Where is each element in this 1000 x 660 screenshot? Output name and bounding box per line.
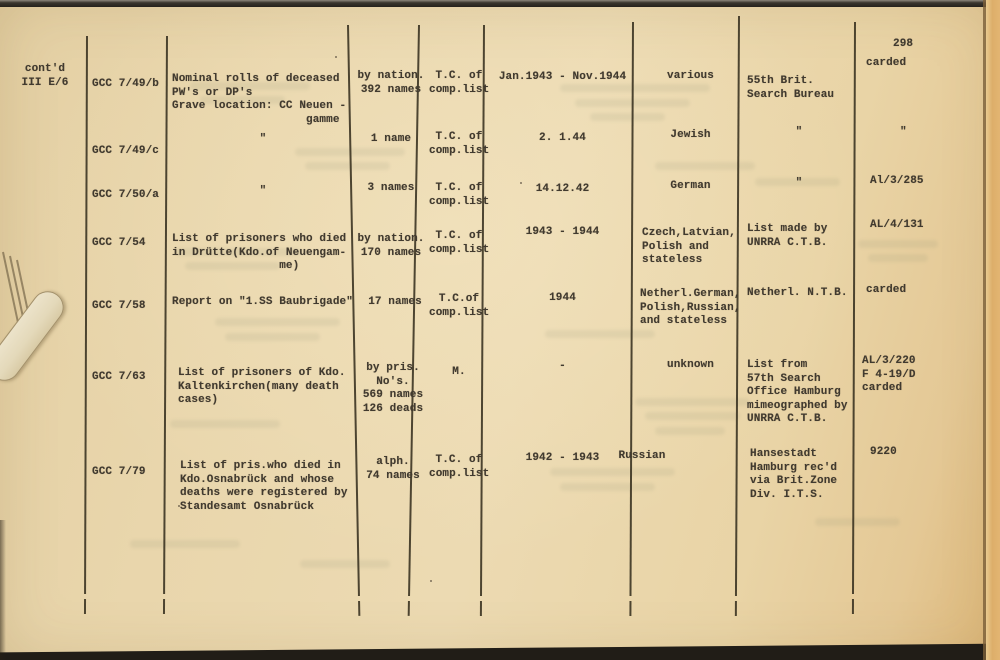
remarks-cell: " <box>795 177 803 189</box>
ref-cell: GCC 7/63 <box>92 371 146 383</box>
bleedthrough-smudge <box>858 240 938 248</box>
page-number: 298 <box>893 38 914 50</box>
date-cell: Jan.1943 - Nov.1944 <box>498 71 627 83</box>
bookmark-tab <box>0 284 71 388</box>
description-cell: List of prisoners of Kdo. Kaltenkirchen(… <box>178 367 346 407</box>
ref-cell: GCC 7/58 <box>92 300 146 312</box>
description-cell: Nominal rolls of deceased PW's or DP's G… <box>172 73 347 126</box>
ref-cell: GCC 7/79 <box>92 466 146 478</box>
scan-edge-bottom <box>0 643 1000 660</box>
remarks-cell: 55th Brit. Search Bureau <box>747 75 835 101</box>
date-cell: 14.12.42 <box>535 183 590 195</box>
names-cell: by nation. 392 names <box>357 70 425 96</box>
table-column-line <box>629 21 634 616</box>
names-cell: alph. 74 names <box>366 456 420 482</box>
list-type-cell: T.C.of comp.list <box>429 293 490 319</box>
filing-cell: AL/4/131 <box>870 219 924 231</box>
description-cell: Report on "1.SS Baubrigade" <box>172 296 353 308</box>
ref-cell: GCC 7/54 <box>92 237 146 249</box>
filing-cell: 9220 <box>870 446 897 458</box>
names-cell: by pris. No's. 569 names 126 deads <box>362 362 424 415</box>
nationality-cell: German <box>670 180 711 192</box>
page-edge-line <box>983 0 986 660</box>
filing-cell: carded <box>866 57 907 69</box>
table-column-line <box>479 24 485 616</box>
nationality-cell: Russian <box>618 450 666 462</box>
ref-cell: GCC 7/49/b <box>92 78 160 90</box>
bleedthrough-smudge <box>635 398 750 406</box>
nationality-cell: Netherl.German, Polish,Russian, and stat… <box>640 288 741 328</box>
filing-cell: AL/3/220 F 4-19/D carded <box>862 355 916 395</box>
bleedthrough-smudge <box>300 560 390 568</box>
nationality-cell: unknown <box>667 359 714 371</box>
ink-speck <box>430 580 432 582</box>
bleedthrough-smudge <box>560 483 655 491</box>
bleedthrough-smudge <box>545 330 655 338</box>
bleedthrough-smudge <box>170 420 280 428</box>
page-edge-right <box>986 0 1000 660</box>
filing-cell: carded <box>866 284 907 296</box>
list-type-cell: M. <box>452 366 466 378</box>
date-cell: 1942 - 1943 <box>525 452 600 464</box>
remarks-cell: List made by UNRRA C.T.B. <box>747 223 828 249</box>
ink-speck <box>178 505 180 507</box>
remarks-cell: Hansestadt Hamburg rec'd via Brit.Zone D… <box>750 448 838 501</box>
nationality-cell: Jewish <box>670 129 711 141</box>
remarks-cell: List from 57th Search Office Hamburg mim… <box>747 359 848 426</box>
list-type-cell: T.C. of comp.list <box>429 182 490 208</box>
description-cell: List of pris.who died in Kdo.Osnabrück a… <box>180 460 348 513</box>
description-cell: " <box>259 133 267 145</box>
bleedthrough-smudge <box>655 427 725 435</box>
ink-speck <box>520 182 522 184</box>
names-cell: 1 name <box>370 133 412 145</box>
bleedthrough-smudge <box>560 84 710 92</box>
list-type-cell: T.C. of comp.list <box>429 230 490 256</box>
continuation-label: cont'd III E/6 <box>21 63 69 89</box>
names-cell: by nation. 170 names <box>357 233 425 259</box>
list-type-cell: T.C. of comp.list <box>429 454 490 480</box>
bleedthrough-smudge <box>755 178 840 186</box>
table-column-line <box>162 35 168 614</box>
bleedthrough-smudge <box>200 96 285 104</box>
list-type-cell: T.C. of comp.list <box>429 70 490 96</box>
date-cell: 2. 1.44 <box>539 132 586 144</box>
bleedthrough-smudge <box>215 318 340 326</box>
bleedthrough-smudge <box>550 468 675 476</box>
bleedthrough-smudge <box>130 540 240 548</box>
bleedthrough-smudge <box>305 162 390 170</box>
description-cell: " <box>259 185 267 197</box>
table-column-line <box>83 35 88 614</box>
filing-cell: " <box>900 126 907 138</box>
table-column-line <box>407 24 420 616</box>
bleedthrough-smudge <box>645 412 740 420</box>
bleedthrough-smudge <box>590 113 665 121</box>
bleedthrough-smudge <box>225 333 320 341</box>
bleedthrough-smudge <box>190 82 310 90</box>
bleedthrough-smudge <box>815 518 900 526</box>
list-type-cell: T.C. of comp.list <box>429 131 490 157</box>
scan-edge-top <box>0 0 1000 7</box>
ref-cell: GCC 7/50/a <box>92 189 160 201</box>
page-edge-left-shadow <box>0 520 6 660</box>
bleedthrough-smudge <box>655 162 755 170</box>
names-cell: 3 names <box>367 182 415 194</box>
nationality-cell: various <box>667 70 714 82</box>
filing-cell: Al/3/285 <box>870 175 924 187</box>
remarks-cell: Netherl. N.T.B. <box>747 287 848 299</box>
bleedthrough-smudge <box>185 262 280 270</box>
names-cell: 17 names <box>368 296 422 308</box>
date-cell: 1943 - 1944 <box>525 226 600 238</box>
ref-cell: GCC 7/49/c <box>92 145 160 157</box>
ink-speck <box>335 56 337 58</box>
date-cell: 1944 <box>549 292 576 304</box>
bleedthrough-smudge <box>175 248 300 256</box>
nationality-cell: Czech,Latvian, Polish and stateless <box>642 227 736 267</box>
bleedthrough-smudge <box>868 254 928 262</box>
date-cell: - <box>559 360 566 372</box>
description-cell: List of prisoners who died in Drütte(Kdo… <box>172 233 347 273</box>
remarks-cell: " <box>795 126 803 138</box>
